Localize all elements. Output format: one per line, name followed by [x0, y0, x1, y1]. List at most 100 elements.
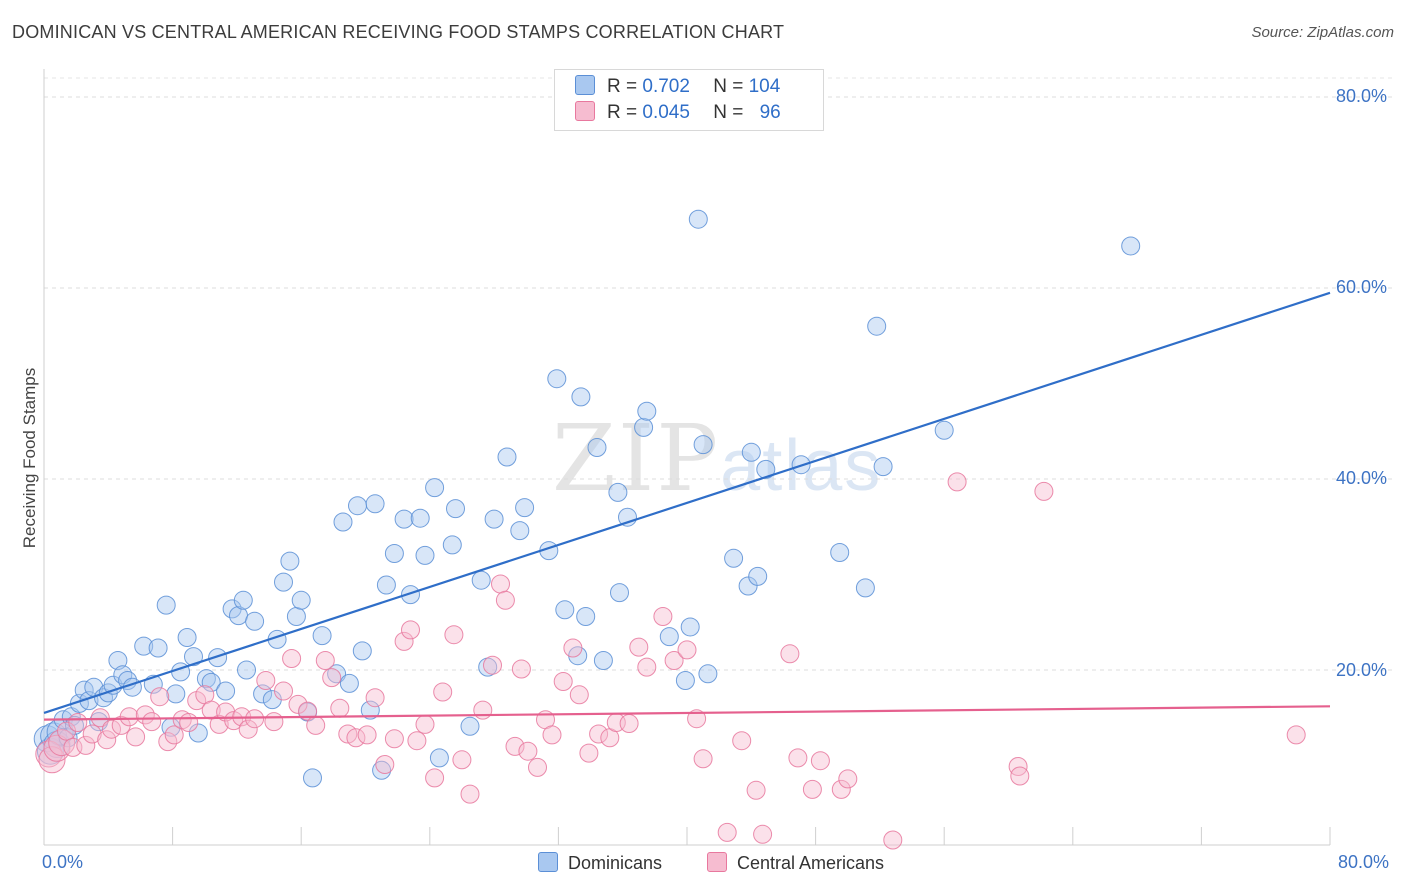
dominican-point-66 [442, 535, 462, 555]
central-american-point-17 [150, 687, 170, 707]
central-american-point-84 [753, 824, 773, 844]
central-american-point-50 [415, 714, 435, 734]
r-value: 0.702 [642, 76, 690, 97]
swatch-dominicans [575, 75, 595, 95]
central-american-point-47 [394, 631, 414, 651]
dominican-point-29 [184, 647, 203, 667]
central-american-point-29 [238, 719, 258, 739]
dominican-point-92 [693, 435, 713, 455]
central-american-point-85 [780, 644, 800, 664]
central-american-point-40 [330, 698, 350, 718]
dominican-point-82 [593, 651, 613, 670]
central-american-point-66 [553, 672, 573, 691]
y-axis-label: Receiving Food Stamps [20, 367, 39, 549]
dominican-point-59 [384, 544, 404, 563]
dominican-point-37 [233, 590, 253, 610]
central-american-point-82 [732, 731, 752, 751]
dominican-point-46 [291, 590, 311, 610]
central-american-point-55 [460, 784, 480, 804]
central-american-point-73 [619, 714, 639, 733]
dominican-point-104 [934, 420, 954, 440]
central-american-point-94 [1010, 766, 1030, 786]
n-label: N = [713, 76, 744, 97]
central-american-point-1 [38, 746, 66, 774]
dominican-point-17 [108, 651, 128, 670]
central-american-point-81 [717, 822, 737, 842]
dominican-point-67 [446, 499, 465, 519]
central-american-point-2 [43, 734, 71, 762]
stats-row-central-americans: R = 0.045 N = 96 [575, 101, 781, 127]
central-american-point-74 [629, 637, 649, 657]
dominican-point-45 [286, 607, 306, 626]
dominican-point-96 [741, 442, 761, 462]
central-american-point-63 [528, 757, 547, 777]
central-american-point-78 [677, 640, 697, 660]
dominican-point-71 [484, 509, 504, 529]
dominican-point-64 [425, 478, 445, 498]
central-american-point-42 [346, 728, 366, 748]
dominican-point-65 [429, 748, 449, 768]
r-label: R = [607, 76, 638, 97]
dominican-point-44 [280, 551, 300, 571]
dominican-point-84 [610, 583, 629, 603]
dominican-point-58 [376, 575, 396, 595]
central-american-point-14 [126, 727, 146, 747]
central-american-point-45 [375, 755, 395, 774]
dominican-point-55 [360, 700, 380, 720]
dominican-point-72 [497, 447, 517, 467]
central-american-point-8 [82, 724, 102, 744]
dominican-point-30 [188, 723, 208, 743]
central-american-point-38 [315, 651, 335, 670]
legend-swatch-dominicans [538, 852, 558, 872]
dominican-point-62 [410, 508, 430, 528]
chart-title: DOMINICAN VS CENTRAL AMERICAN RECEIVING … [12, 22, 785, 42]
dominican-point-32 [201, 672, 221, 692]
central-american-point-91 [883, 830, 903, 850]
dominican-point-95 [738, 576, 758, 596]
central-american-point-51 [425, 768, 445, 788]
dominican-point-79 [571, 387, 591, 407]
dominican-point-53 [348, 496, 367, 516]
central-american-point-69 [579, 743, 599, 763]
central-american-point-95 [1034, 481, 1054, 501]
dominican-point-76 [547, 369, 567, 389]
central-american-point-35 [288, 694, 308, 714]
watermark: ZIPatlas [552, 405, 882, 512]
dominican-point-91 [688, 209, 708, 229]
dominican-point-88 [659, 627, 679, 647]
central-american-point-48 [401, 620, 420, 640]
central-american-point-54 [452, 750, 472, 770]
r-label: R = [607, 102, 638, 123]
central-american-point-76 [653, 607, 673, 626]
legend-item-dominicans[interactable]: Dominicans [538, 852, 662, 874]
dominican-point-90 [680, 617, 700, 637]
central-american-point-31 [256, 671, 276, 690]
central-american-point-32 [264, 712, 284, 732]
central-american-point-24 [201, 700, 221, 720]
dominican-point-56 [365, 494, 385, 514]
dominican-point-74 [515, 498, 535, 518]
central-american-point-77 [664, 651, 684, 670]
central-american-point-96 [1286, 725, 1306, 745]
dominican-point-101 [855, 578, 875, 598]
dominican-point-98 [756, 459, 776, 479]
dominican-trend-line [43, 291, 1331, 715]
dominican-point-24 [156, 595, 176, 615]
dominican-point-39 [237, 660, 256, 680]
dominican-point-93 [698, 664, 718, 684]
dominican-point-94 [724, 548, 744, 568]
swatch-central-americans [575, 101, 595, 121]
central-american-point-65 [542, 725, 562, 745]
central-american-point-11 [102, 719, 121, 739]
central-american-point-56 [473, 700, 493, 720]
central-american-point-90 [838, 769, 858, 789]
dominican-point-80 [576, 607, 596, 626]
dominican-point-28 [177, 628, 197, 647]
legend-item-central-americans[interactable]: Central Americans [707, 852, 884, 874]
y-tick-20: 20.0% [1336, 660, 1388, 680]
dominican-point-38 [245, 611, 265, 631]
central-american-point-60 [505, 736, 525, 756]
central-american-point-13 [119, 707, 139, 727]
dominican-point-68 [460, 716, 480, 736]
source-note: Source: ZipAtlas.com [1251, 24, 1394, 41]
